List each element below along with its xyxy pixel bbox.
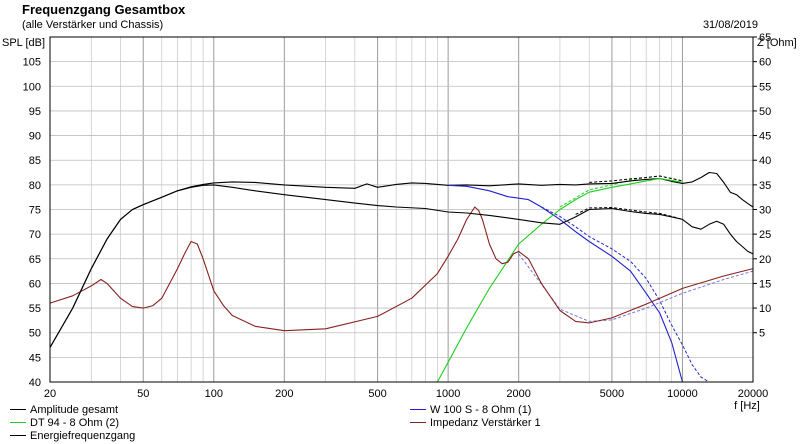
x-tick-label: 1000: [436, 388, 460, 400]
series-line-woofer: [448, 184, 684, 383]
y-axis-label-right: Z [Ohm]: [757, 37, 797, 49]
dashed-series-line: [518, 253, 754, 322]
legend-item-energy: Energiefrequenzgang: [10, 429, 135, 443]
x-tick-label: 2000: [506, 388, 530, 400]
y-tick-label-right: 10: [759, 303, 771, 315]
chart-subtitle: (alle Verstärker und Chassis): [22, 19, 164, 31]
y-tick-label-right: 50: [759, 106, 771, 118]
x-tick-label: 50: [137, 388, 149, 400]
x-tick-label: 10000: [667, 388, 698, 400]
y-tick-label-left: 100: [23, 81, 41, 93]
y-tick-label-right: 55: [759, 81, 771, 93]
x-axis-label: f [Hz]: [734, 400, 760, 412]
dashed-series-line: [541, 206, 710, 383]
y-tick-label-right: 15: [759, 278, 771, 290]
y-tick-label-left: 40: [29, 377, 41, 389]
y-tick-label-left: 50: [29, 328, 41, 340]
series-line-impedance: [49, 206, 754, 332]
x-tick-label: 20: [44, 388, 56, 400]
y-axis-label-left: SPL [dB]: [2, 37, 46, 49]
dashed-series-line: [575, 206, 683, 220]
y-tick-label-left: 90: [29, 131, 41, 143]
x-tick-label: 500: [368, 388, 386, 400]
y-tick-label-left: 85: [29, 155, 41, 167]
x-tick-label: 100: [205, 388, 223, 400]
x-tick-label: 5000: [600, 388, 624, 400]
y-tick-label-right: 65: [759, 32, 771, 44]
y-tick-label-left: 95: [29, 106, 41, 118]
legend-item-woofer: W 100 S - 8 Ohm (1): [410, 403, 531, 417]
y-tick-label-right: 5: [759, 328, 765, 340]
legend-item-tweeter: DT 94 - 8 Ohm (2): [10, 416, 119, 430]
y-tick-label-left: 70: [29, 229, 41, 241]
legend-item-amplitude: Amplitude gesamt: [10, 403, 118, 417]
series-line-energy: [49, 184, 754, 348]
chart-title: Frequenzgang Gesamtbox: [22, 2, 186, 17]
x-tick-label: 20000: [738, 388, 769, 400]
x-tick-label: 200: [275, 388, 293, 400]
y-tick-label-left: 55: [29, 303, 41, 315]
y-tick-label-left: 80: [29, 180, 41, 192]
series-line-tweeter: [436, 177, 683, 383]
y-tick-label-left: 60: [29, 278, 41, 290]
y-tick-label-right: 35: [759, 180, 771, 192]
y-tick-label-left: 45: [29, 352, 41, 364]
y-tick-label-left: 65: [29, 254, 41, 266]
legend-item-impedance: Impedanz Verstärker 1: [410, 416, 541, 430]
chart-date: 31/08/2019: [702, 19, 758, 31]
y-tick-label-right: 60: [759, 57, 771, 69]
y-tick-label-left: 75: [29, 205, 41, 217]
y-tick-label-right: 20: [759, 254, 771, 266]
y-tick-label-right: 40: [759, 155, 771, 167]
y-tick-label-left: 105: [23, 57, 41, 69]
dashed-series-line: [589, 175, 683, 183]
y-tick-label-right: 45: [759, 131, 771, 143]
y-tick-label-right: 30: [759, 205, 771, 217]
y-tick-label-right: 25: [759, 229, 771, 241]
